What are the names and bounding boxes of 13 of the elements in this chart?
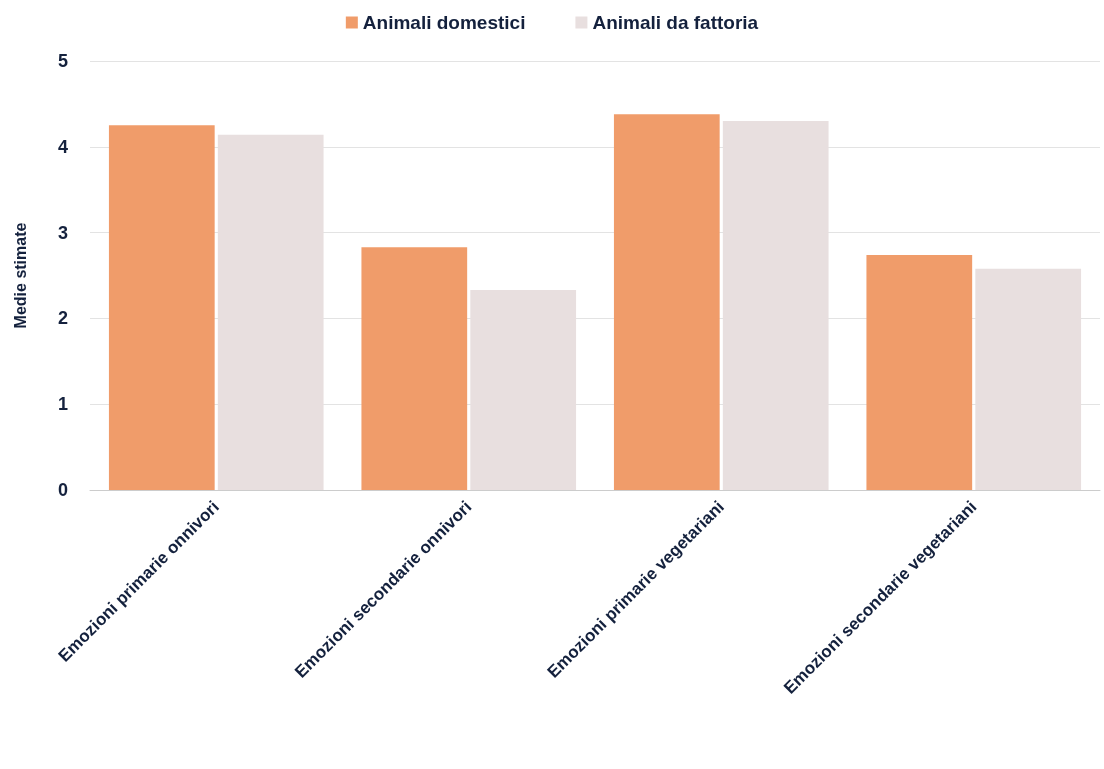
- y-tick-label: 0: [57, 480, 68, 500]
- bar: [108, 125, 215, 490]
- legend-label: Animali domestici: [362, 12, 526, 33]
- y-tick-label: 2: [57, 308, 68, 329]
- bar: [866, 254, 973, 490]
- legend-label: Animali da fattoria: [592, 12, 759, 33]
- y-tick-label: 1: [57, 394, 68, 415]
- bar: [361, 247, 468, 490]
- y-tick-label: 4: [57, 136, 68, 157]
- bar: [613, 114, 720, 490]
- y-tick-label: 3: [57, 222, 68, 243]
- y-tick-label: 5: [57, 51, 68, 71]
- y-axis-title: Medie stimate: [11, 222, 29, 329]
